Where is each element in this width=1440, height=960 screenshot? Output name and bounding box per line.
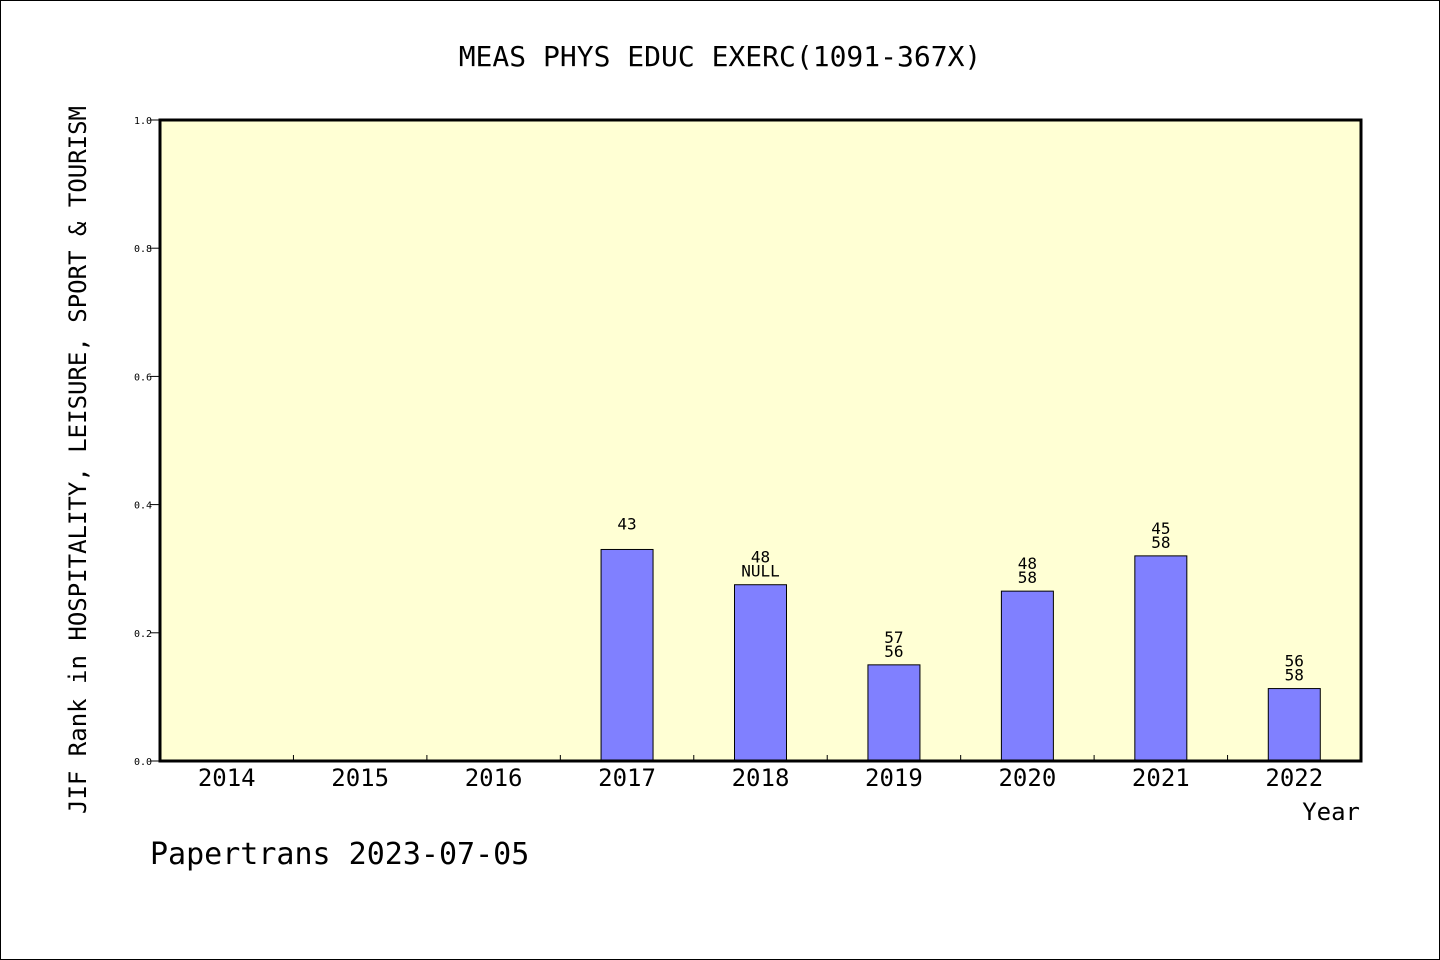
bar (734, 584, 787, 762)
bar-data-label: 58 (1285, 666, 1304, 685)
y-tick-label: 0.4 (134, 501, 152, 512)
y-axis-label: JIF Rank in HOSPITALITY, LEISURE, SPORT … (64, 106, 92, 814)
x-tick-label: 2017 (598, 764, 656, 792)
y-axis: 0.0 0.2 0.4 0.6 0.8 1.0 (134, 116, 160, 768)
y-tick-label: 0.0 (134, 757, 152, 768)
y-tick-label: 1.0 (134, 116, 152, 127)
y-tick-label: 0.2 (134, 629, 152, 640)
bar-data-label: 58 (1151, 533, 1170, 552)
x-tick-label: 2014 (198, 764, 256, 792)
bar-data-label: 57 (884, 628, 903, 647)
x-tick-label: 2022 (1265, 764, 1323, 792)
bar (1000, 590, 1054, 762)
x-tick-label: 2020 (998, 764, 1056, 792)
x-axis-label: Year (1302, 798, 1360, 826)
x-tick-label: 2016 (465, 764, 523, 792)
y-tick-label: 0.8 (134, 244, 152, 255)
bar-data-label: 56 (1285, 652, 1304, 671)
bar-data-label: 48 (1018, 554, 1037, 573)
bar (1267, 688, 1321, 762)
chart-title: MEAS PHYS EDUC EXERC(1091-367X) (459, 40, 982, 73)
bar-data-label: 56 (884, 642, 903, 661)
bar-data-label: 45 (1151, 519, 1170, 538)
bar-data-label: 48 (751, 548, 770, 567)
x-tick-label: 2015 (331, 764, 389, 792)
bar-data-label: NULL (741, 562, 780, 581)
x-tick-label: 2018 (732, 764, 790, 792)
x-tick-label: 2019 (865, 764, 923, 792)
bar-data-label: 43 (617, 514, 636, 533)
plot-border (158, 118, 1363, 763)
bar (867, 664, 921, 762)
bar (600, 548, 654, 762)
bar-data-label: 58 (1018, 568, 1037, 587)
x-tick-label: 2021 (1132, 764, 1190, 792)
x-axis: 2014 2015 2016 2017 2018 2019 2020 2021 2022 (198, 755, 1323, 792)
bar (1134, 555, 1188, 762)
y-tick-label: 0.6 (134, 372, 152, 383)
footer-credit: Papertrans 2023-07-05 (150, 837, 529, 872)
